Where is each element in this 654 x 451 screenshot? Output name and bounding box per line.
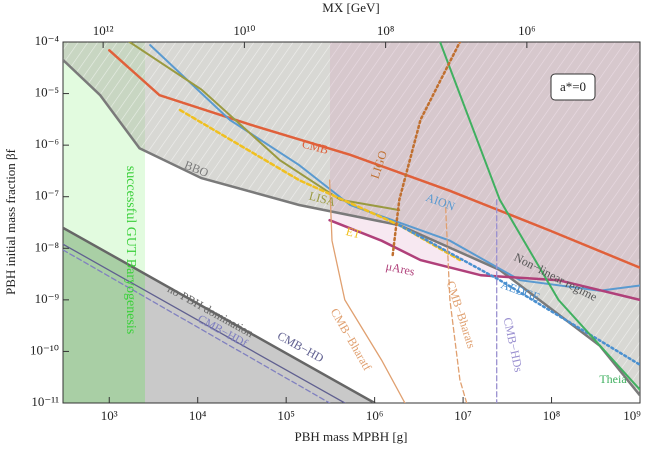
series-line — [63, 249, 331, 403]
x-axis-label: PBH mass MPBH [g] — [294, 429, 407, 444]
x-tick-label: 10⁵ — [277, 408, 295, 423]
y-tick-label: 10⁻⁸ — [35, 239, 60, 254]
series-label: LISA — [308, 189, 338, 210]
x2-tick-label: 10¹² — [93, 23, 114, 38]
x-tick-label: 10⁹ — [623, 408, 641, 423]
x-tick-label: 10³ — [101, 408, 118, 423]
series-line — [128, 42, 401, 212]
y-tick-label: 10⁻⁶ — [35, 136, 59, 151]
x-tick-label: 10⁶ — [366, 408, 384, 423]
series-label: CMB−Bharats — [444, 279, 479, 350]
series-line — [444, 199, 468, 403]
series-line — [108, 49, 640, 269]
y-axis-label: PBH initial mass fraction βf — [3, 148, 18, 295]
series-line — [63, 243, 346, 403]
series-line — [149, 44, 640, 292]
series-line — [391, 42, 462, 257]
x2-axis-label: MX [GeV] — [322, 0, 379, 15]
series-line — [63, 226, 376, 403]
hatch — [63, 42, 640, 395]
series-line — [439, 42, 640, 391]
x2-tick-label: 10¹⁰ — [233, 23, 255, 38]
y-tick-label: 10⁻⁴ — [35, 33, 60, 48]
series-line — [328, 218, 640, 302]
gut-domination — [63, 228, 145, 403]
x-tick-label: 10⁸ — [543, 408, 561, 423]
series-label: CMB−HDs — [501, 316, 526, 373]
series-line — [398, 223, 640, 367]
spin-label: a*=0 — [560, 79, 586, 94]
series-label: ET — [344, 224, 362, 241]
y-tick-label: 10⁻⁷ — [35, 188, 59, 203]
series-label: Theia — [599, 372, 627, 386]
x-tick-label: 10⁷ — [454, 408, 472, 423]
x-tick-label: 10⁴ — [189, 408, 207, 423]
x2-tick-label: 10⁸ — [377, 23, 395, 38]
plot-frame — [62, 41, 641, 404]
series-label: CMB−Bharatf — [328, 306, 375, 373]
y-tick-label: 10⁻⁹ — [35, 291, 60, 306]
spin-box — [550, 73, 596, 101]
y-tick-label: 10⁻⁵ — [35, 85, 59, 100]
series-label: CMB — [301, 137, 330, 157]
x2-tick-label: 10⁶ — [518, 23, 536, 38]
series-line — [328, 179, 406, 403]
y-tick-label: 10⁻¹⁰ — [30, 342, 59, 357]
y-tick-label: 10⁻¹¹ — [31, 394, 59, 409]
series-label: μAres — [385, 259, 417, 279]
gut-label: successful GUT Baryogenesis — [123, 166, 138, 335]
